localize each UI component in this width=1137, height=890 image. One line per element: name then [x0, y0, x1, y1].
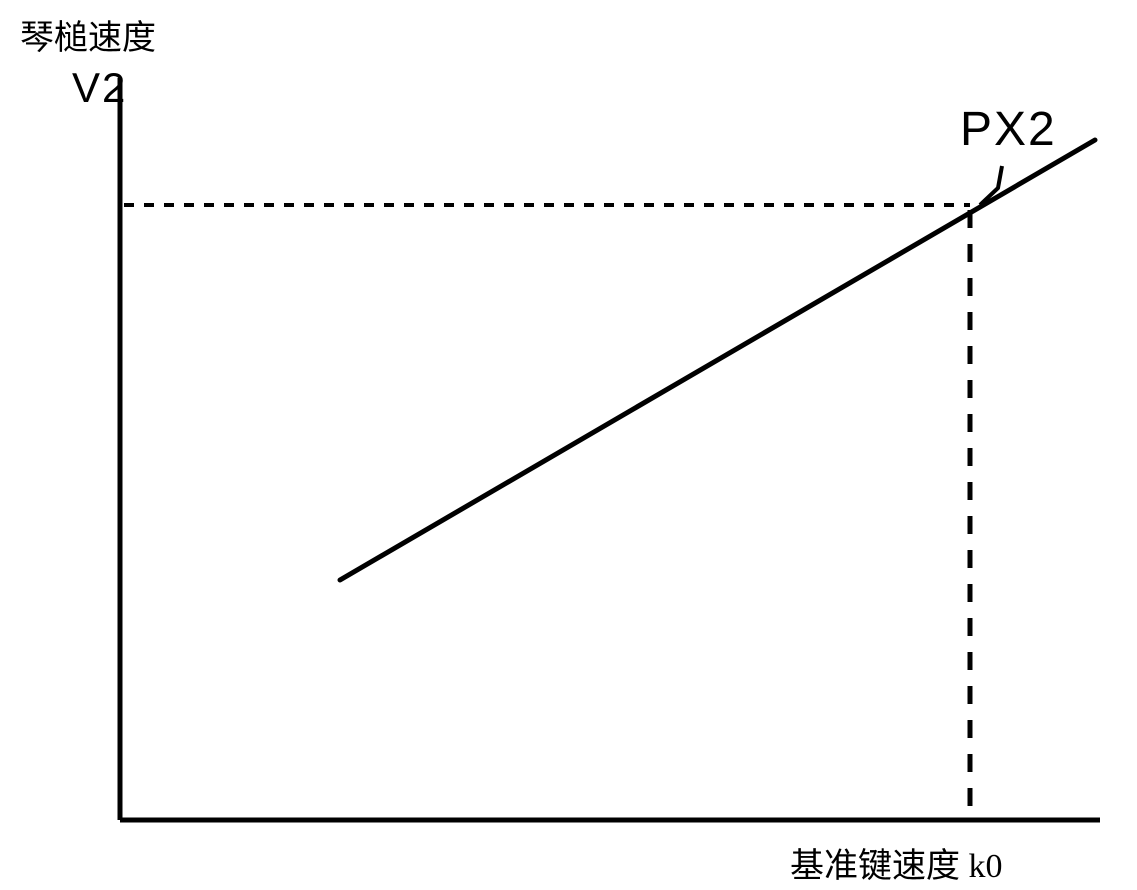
point-label: PX2 [960, 102, 1057, 157]
y-axis-label: V2 [72, 64, 127, 112]
x-axis-title: 基准键速度 k0 [790, 838, 1003, 887]
chart-container: 琴槌速度 V2 PX2 基准键速度 k0 [0, 0, 1137, 890]
y-axis-title: 琴槌速度 [20, 10, 156, 59]
